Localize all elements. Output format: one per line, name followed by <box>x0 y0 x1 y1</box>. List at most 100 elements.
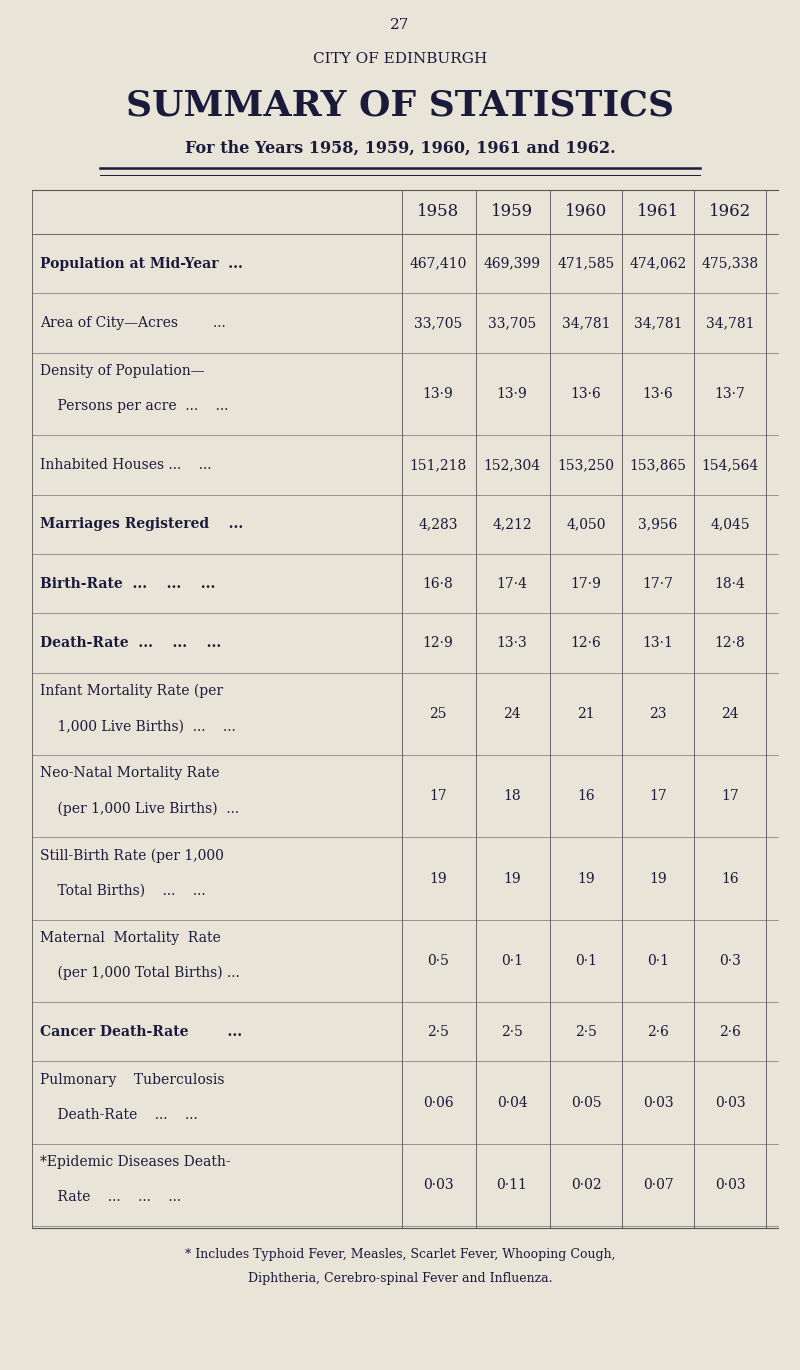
Text: 2·5: 2·5 <box>501 1025 523 1038</box>
Text: Diphtheria, Cerebro-spinal Fever and Influenza.: Diphtheria, Cerebro-spinal Fever and Inf… <box>248 1271 552 1285</box>
Text: Marriages Registered    ...: Marriages Registered ... <box>40 518 243 532</box>
Text: 0·03: 0·03 <box>422 1178 454 1192</box>
Text: (per 1,000 Live Births)  ...: (per 1,000 Live Births) ... <box>40 801 239 815</box>
Text: 2·6: 2·6 <box>719 1025 741 1038</box>
Text: 34,781: 34,781 <box>634 316 682 330</box>
Text: 19: 19 <box>649 871 667 885</box>
Text: For the Years 1958, 1959, 1960, 1961 and 1962.: For the Years 1958, 1959, 1960, 1961 and… <box>185 140 615 158</box>
Text: 0·11: 0·11 <box>497 1178 527 1192</box>
Text: Birth-Rate  ...    ...    ...: Birth-Rate ... ... ... <box>40 577 215 590</box>
Text: 3,956: 3,956 <box>638 518 678 532</box>
Text: 1958: 1958 <box>417 204 459 221</box>
Text: 0·1: 0·1 <box>575 954 597 967</box>
Text: * Includes Typhoid Fever, Measles, Scarlet Fever, Whooping Cough,: * Includes Typhoid Fever, Measles, Scarl… <box>185 1248 615 1260</box>
Text: 2·6: 2·6 <box>647 1025 669 1038</box>
Text: 19: 19 <box>577 871 595 885</box>
Text: Rate    ...    ...    ...: Rate ... ... ... <box>40 1191 181 1204</box>
Text: 12·8: 12·8 <box>714 636 746 651</box>
Text: 475,338: 475,338 <box>702 256 758 271</box>
Text: 0·5: 0·5 <box>427 954 449 967</box>
Text: 13·1: 13·1 <box>642 636 674 651</box>
Text: Total Births)    ...    ...: Total Births) ... ... <box>40 884 206 897</box>
Text: Population at Mid-Year  ...: Population at Mid-Year ... <box>40 256 243 271</box>
Text: 12·6: 12·6 <box>570 636 602 651</box>
Text: *Epidemic Diseases Death-: *Epidemic Diseases Death- <box>40 1155 230 1169</box>
Text: 151,218: 151,218 <box>410 458 466 471</box>
Text: 16: 16 <box>577 789 595 803</box>
Text: Maternal  Mortality  Rate: Maternal Mortality Rate <box>40 930 221 945</box>
Text: 1959: 1959 <box>491 204 533 221</box>
Text: 27: 27 <box>390 18 410 32</box>
Text: Death-Rate    ...    ...: Death-Rate ... ... <box>40 1108 198 1122</box>
Text: 18: 18 <box>503 789 521 803</box>
Text: 0·07: 0·07 <box>642 1178 674 1192</box>
Text: 1961: 1961 <box>637 204 679 221</box>
Text: 34,781: 34,781 <box>706 316 754 330</box>
Text: 1960: 1960 <box>565 204 607 221</box>
Text: 1962: 1962 <box>709 204 751 221</box>
Text: 152,304: 152,304 <box>483 458 541 471</box>
Text: (per 1,000 Total Births) ...: (per 1,000 Total Births) ... <box>40 966 240 981</box>
Text: 33,705: 33,705 <box>414 316 462 330</box>
Text: 0·03: 0·03 <box>714 1178 746 1192</box>
Text: 0·3: 0·3 <box>719 954 741 967</box>
Text: 17·7: 17·7 <box>642 577 674 590</box>
Text: 33,705: 33,705 <box>488 316 536 330</box>
Text: 13·7: 13·7 <box>714 386 746 401</box>
Text: 154,564: 154,564 <box>702 458 758 471</box>
Text: 17: 17 <box>429 789 447 803</box>
Text: 16: 16 <box>721 871 739 885</box>
Text: 0·03: 0·03 <box>642 1096 674 1110</box>
Text: Neo-Natal Mortality Rate: Neo-Natal Mortality Rate <box>40 766 219 781</box>
Text: 17: 17 <box>649 789 667 803</box>
Text: Density of Population—: Density of Population— <box>40 364 205 378</box>
Text: 13·6: 13·6 <box>570 386 602 401</box>
Text: 0·06: 0·06 <box>422 1096 454 1110</box>
Text: SUMMARY OF STATISTICS: SUMMARY OF STATISTICS <box>126 88 674 122</box>
Text: Persons per acre  ...    ...: Persons per acre ... ... <box>40 399 228 414</box>
Text: 13·6: 13·6 <box>642 386 674 401</box>
Text: 471,585: 471,585 <box>558 256 614 271</box>
Text: 17: 17 <box>721 789 739 803</box>
Text: 24: 24 <box>721 707 739 721</box>
Text: 12·9: 12·9 <box>422 636 454 651</box>
Text: 0·1: 0·1 <box>647 954 669 967</box>
Text: 1,000 Live Births)  ...    ...: 1,000 Live Births) ... ... <box>40 719 236 733</box>
Text: 23: 23 <box>650 707 666 721</box>
Text: Pulmonary    Tuberculosis: Pulmonary Tuberculosis <box>40 1073 225 1086</box>
Text: Infant Mortality Rate (per: Infant Mortality Rate (per <box>40 684 223 699</box>
Text: 13·9: 13·9 <box>497 386 527 401</box>
Text: 19: 19 <box>503 871 521 885</box>
Text: 0·02: 0·02 <box>570 1178 602 1192</box>
Text: 153,865: 153,865 <box>630 458 686 471</box>
Text: 13·9: 13·9 <box>422 386 454 401</box>
Text: 16·8: 16·8 <box>422 577 454 590</box>
Text: 0·04: 0·04 <box>497 1096 527 1110</box>
Text: 17·9: 17·9 <box>570 577 602 590</box>
Text: 153,250: 153,250 <box>558 458 614 471</box>
Text: 2·5: 2·5 <box>575 1025 597 1038</box>
Text: 4,212: 4,212 <box>492 518 532 532</box>
Text: 4,045: 4,045 <box>710 518 750 532</box>
Text: Still-Birth Rate (per 1,000: Still-Birth Rate (per 1,000 <box>40 848 224 863</box>
Text: 4,283: 4,283 <box>418 518 458 532</box>
Text: 17·4: 17·4 <box>497 577 527 590</box>
Text: Death-Rate  ...    ...    ...: Death-Rate ... ... ... <box>40 636 222 651</box>
Text: Area of City—Acres        ...: Area of City—Acres ... <box>40 316 226 330</box>
Text: 469,399: 469,399 <box>483 256 541 271</box>
Text: CITY OF EDINBURGH: CITY OF EDINBURGH <box>313 52 487 66</box>
Text: 467,410: 467,410 <box>410 256 466 271</box>
Text: 474,062: 474,062 <box>630 256 686 271</box>
Text: 18·4: 18·4 <box>714 577 746 590</box>
Text: 0·03: 0·03 <box>714 1096 746 1110</box>
Text: 0·1: 0·1 <box>501 954 523 967</box>
Text: 4,050: 4,050 <box>566 518 606 532</box>
Text: 0·05: 0·05 <box>570 1096 602 1110</box>
Text: 13·3: 13·3 <box>497 636 527 651</box>
Text: 25: 25 <box>430 707 446 721</box>
Text: 19: 19 <box>429 871 447 885</box>
Text: Cancer Death-Rate        ...: Cancer Death-Rate ... <box>40 1025 242 1038</box>
Text: Inhabited Houses ...    ...: Inhabited Houses ... ... <box>40 458 211 471</box>
Text: 2·5: 2·5 <box>427 1025 449 1038</box>
Text: 34,781: 34,781 <box>562 316 610 330</box>
